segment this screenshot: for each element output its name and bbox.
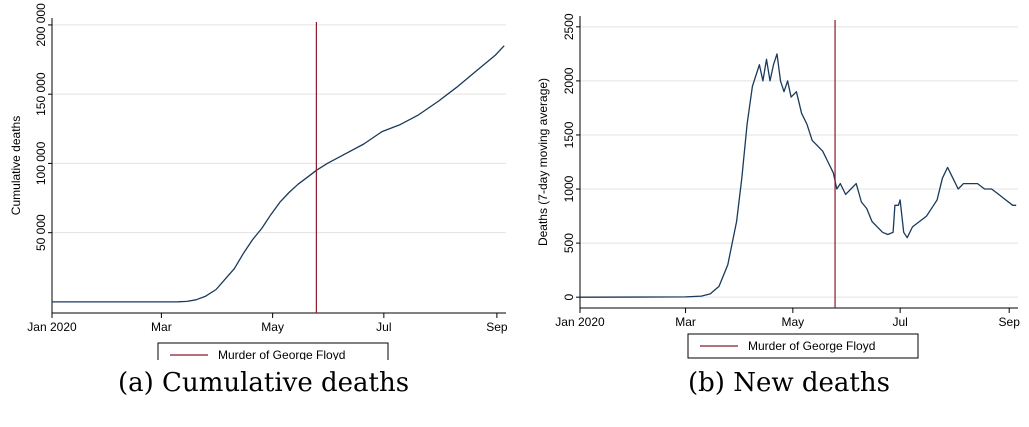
new-deaths-chart: 0 500 1000 1500 2000 2500 Jan 2020 Mar May Jul Sep… (536, 13, 1021, 359)
legend-label: Murder of George Floyd (218, 348, 345, 360)
x-tick-label: Jan 2020 (555, 315, 605, 329)
y-tick-label: 0 (562, 294, 576, 301)
legend-label: Murder of George Floyd (748, 339, 875, 353)
y-tick-label: 150 000 (34, 72, 48, 116)
series-line (579, 53, 1017, 298)
y-axis-title: Deaths (7-day moving average) (536, 78, 550, 246)
y-tick-label: 500 (562, 233, 576, 253)
y-tick-label: 1500 (562, 121, 576, 148)
x-tick-label: Mar (675, 315, 696, 329)
y-tick-label: 2000 (562, 67, 576, 94)
x-tick-label: Sep (486, 320, 508, 334)
x-tick-label: May (782, 315, 805, 329)
chart-panel-new: 0 500 1000 1500 2000 2500 Jan 2020 Mar May Jul Sep… (530, 0, 1029, 360)
y-tick-label: 200 000 (34, 3, 48, 47)
cumulative-deaths-chart: 50 000 100 000 150 000 200 000 Jan 2020 Mar Ma… (9, 3, 508, 360)
y-tick-label: 100 000 (34, 141, 48, 185)
series-line (52, 45, 505, 303)
x-tick-label: Mar (151, 320, 172, 334)
legend-box (157, 342, 389, 360)
chart-panel-cumulative: 50 000 100 000 150 000 200 000 Jan 2020 Mar Ma… (0, 0, 514, 360)
y-tick-label: 1000 (562, 175, 576, 202)
x-tick-label: May (261, 320, 284, 334)
y-tick-label: 50 000 (34, 214, 48, 251)
y-tick-label: 2500 (562, 13, 576, 40)
caption-cumulative: (a) Cumulative deaths (118, 368, 410, 398)
y-axis-title: Cumulative deaths (9, 116, 23, 215)
x-tick-label: Jul (376, 320, 391, 334)
x-tick-label: Jul (892, 315, 907, 329)
x-tick-label: Jan 2020 (27, 320, 77, 334)
caption-new: (b) New deaths (688, 368, 890, 398)
x-tick-label: Sep (999, 315, 1021, 329)
